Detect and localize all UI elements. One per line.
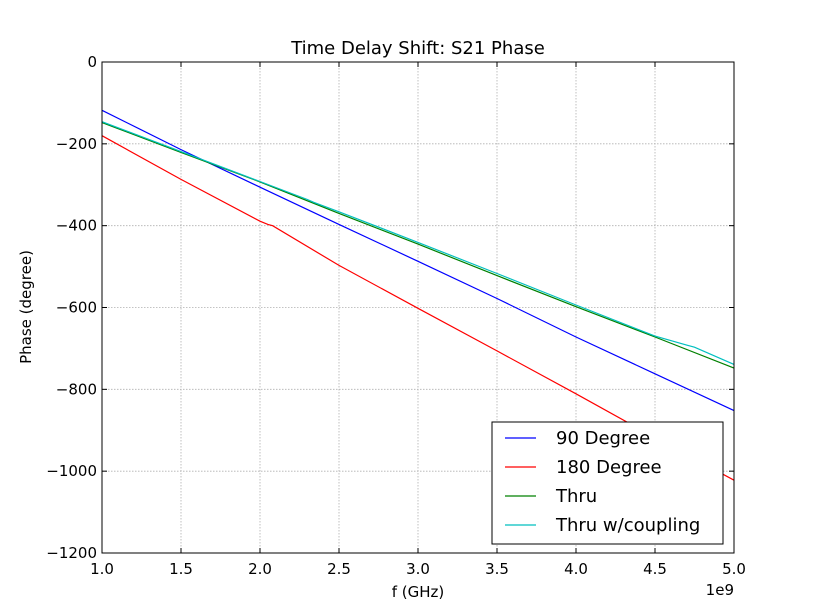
y-axis-label: Phase (degree) [17, 250, 35, 364]
axis-ticks [101, 61, 735, 554]
x-axis-offset-label: 1e9 [706, 581, 734, 599]
series-line-1 [101, 135, 735, 481]
x-tick-label: 2.0 [248, 560, 272, 578]
x-tick-label: 1.0 [90, 560, 114, 578]
x-tick-label: 4.5 [643, 560, 667, 578]
x-tick-label: 1.5 [169, 560, 193, 578]
y-tick-label: −800 [56, 380, 97, 398]
legend-label: 90 Degree [556, 428, 650, 449]
legend-label: 180 Degree [556, 457, 662, 478]
x-tick-label: 3.0 [406, 560, 430, 578]
chart-title: Time Delay Shift: S21 Phase [290, 38, 545, 59]
legend-box [491, 421, 724, 545]
series-line-3 [101, 121, 735, 365]
legend-label: Thru w/coupling [555, 515, 700, 536]
y-tick-label: −400 [56, 217, 97, 235]
x-tick-label: 2.5 [327, 560, 351, 578]
legend: 90 Degree 180 Degree Thru Thru w/coupling [491, 421, 724, 545]
y-tick-label: −600 [56, 299, 97, 317]
x-tick-label: 4.0 [564, 560, 588, 578]
legend-label: Thru [555, 486, 597, 507]
tick-labels: 1.0 1.5 2.0 2.5 3.0 3.5 4.0 4.5 5.0 0 −200 −400 −600… [46, 53, 746, 578]
series-lines [101, 109, 735, 481]
y-tick-label: −1000 [46, 462, 97, 480]
y-tick-label: −1200 [46, 544, 97, 562]
x-tick-label: 3.5 [485, 560, 509, 578]
series-line-2 [101, 122, 735, 369]
y-tick-label: −200 [56, 135, 97, 153]
x-axis-label: f (GHz) [392, 583, 445, 601]
x-tick-label: 5.0 [722, 560, 746, 578]
y-tick-label: 0 [87, 53, 97, 71]
